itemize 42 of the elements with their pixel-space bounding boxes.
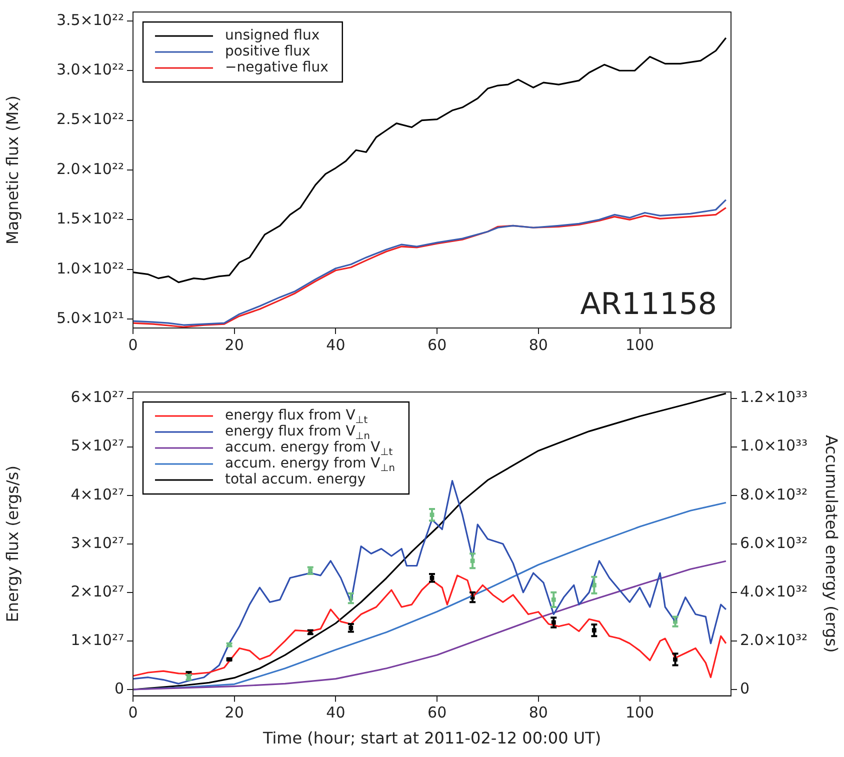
x-tick-label: 80 — [528, 336, 548, 354]
y-tick-label: 1×10²⁷ — [70, 630, 124, 649]
x-tick-label: 60 — [428, 704, 447, 722]
y-axis-title: Magnetic flux (Mx) — [2, 96, 22, 244]
y-tick-label: 4×10²⁷ — [70, 485, 124, 504]
y-tick-label: 2×10²⁷ — [70, 582, 124, 600]
x-tick-label: 0 — [128, 704, 138, 722]
y2-tick-label: 2.0×10³² — [740, 630, 808, 649]
y-tick-label: 1.5×10²² — [56, 210, 124, 228]
y-tick-label: 1.0×10²² — [56, 259, 124, 278]
y2-tick-label: 6.0×10³² — [740, 534, 808, 552]
x-axis-title: Time (hour; start at 2011-02-12 00:00 UT) — [262, 728, 602, 748]
y2-tick-label: 8.0×10³² — [740, 485, 808, 504]
y-tick-label: 3.0×10²² — [56, 60, 124, 79]
y2-tick-label: 1.0×10³³ — [740, 436, 808, 455]
y2-tick-label: 4.0×10³² — [740, 582, 808, 600]
legend-label: −negative flux — [225, 60, 328, 76]
y-tick-label: 2.5×10²² — [56, 110, 124, 128]
x-tick-label: 80 — [528, 704, 548, 722]
x-tick-label: 60 — [428, 336, 447, 354]
y-tick-label: 2.0×10²² — [56, 160, 124, 178]
y-axis-title: Energy flux (ergs/s) — [2, 466, 22, 622]
x-tick-label: 20 — [224, 336, 244, 354]
y-tick-label: 5.0×10²¹ — [56, 308, 124, 327]
x-tick-label: 40 — [326, 336, 346, 354]
y-tick-label: 3×10²⁷ — [70, 534, 124, 552]
x-tick-label: 100 — [625, 704, 654, 722]
legend-label: unsigned flux — [225, 28, 320, 44]
x-tick-label: 100 — [625, 336, 654, 354]
x-tick-label: 40 — [326, 704, 346, 722]
legend-label: total accum. energy — [225, 472, 366, 488]
x-tick-label: 20 — [224, 704, 244, 722]
y2-tick-label: 0 — [740, 679, 750, 698]
y-tick-label: 5×10²⁷ — [70, 436, 124, 455]
y2-axis-title: Accumulated energy (ergs) — [822, 435, 842, 653]
y-tick-label: 0 — [114, 679, 124, 698]
x-tick-label: 0 — [128, 336, 138, 354]
y-tick-label: 6×10²⁷ — [70, 388, 124, 406]
legend-label: positive flux — [225, 44, 310, 60]
y2-tick-label: 1.2×10³³ — [740, 388, 808, 406]
y-tick-label: 3.5×10²² — [56, 10, 124, 29]
annotation: AR11158 — [580, 287, 718, 322]
